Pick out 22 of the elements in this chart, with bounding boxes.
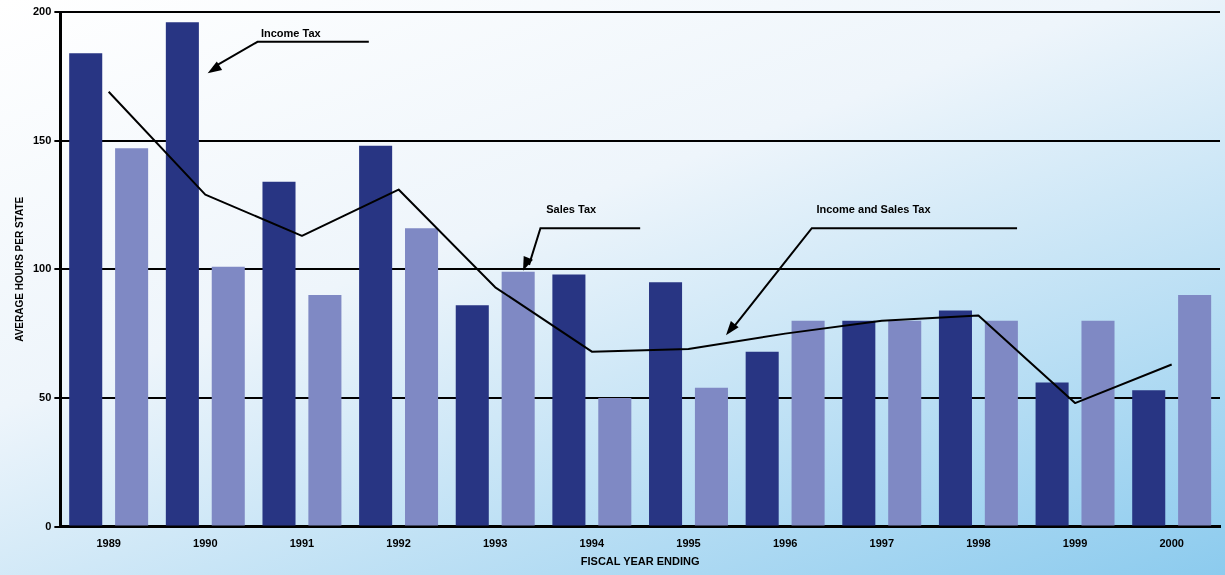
x-tick-label: 1997 [869,537,895,550]
annotation: Sales Tax [546,203,598,216]
y-tick-label: 150 [32,133,52,146]
x-tick-label: 1996 [772,537,798,550]
y-tick-label: 200 [32,5,52,18]
y-tick-label: 50 [39,390,52,403]
x-tick-label: 1990 [193,537,218,550]
x-tick-label: 1998 [966,537,991,550]
y-tick-label: 100 [32,262,52,275]
x-tick-label: 1989 [96,537,121,550]
annotation: Income Tax [260,27,322,40]
y-tick-label: 0 [45,519,52,532]
x-tick-label: 1991 [289,537,315,550]
y-axis-title: AVERAGE HOURS PER STATE [13,196,25,342]
x-tick-label: 1993 [482,537,508,550]
x-tick-label: 2000 [1159,537,1184,550]
x-tick-label: 1999 [1062,537,1088,550]
x-axis-title: FISCAL YEAR ENDING [580,555,700,568]
x-tick-label: 1994 [579,537,605,550]
x-tick-label: 1992 [386,537,411,550]
x-tick-label: 1995 [676,537,701,550]
annotation: Income and Sales Tax [816,203,932,216]
